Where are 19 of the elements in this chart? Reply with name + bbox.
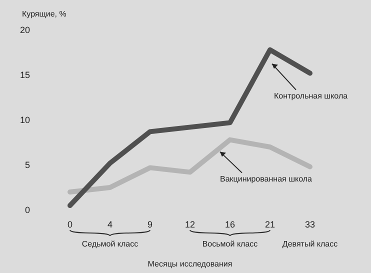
x-tick-label: 12 — [184, 220, 196, 230]
x-tick-label: 21 — [264, 220, 276, 230]
y-tick-label: 20 — [20, 25, 30, 35]
y-tick-label: 15 — [20, 70, 30, 80]
x-tick-label: 0 — [67, 220, 73, 230]
y-tick-label: 0 — [24, 205, 30, 215]
text: Контрольная школа — [274, 91, 348, 100]
y-tick-label: 5 — [24, 160, 30, 170]
y-axis-title: Курящие, % — [22, 10, 66, 18]
x-axis-title: Месяцы исследования — [148, 260, 232, 268]
x-tick-label: 4 — [107, 220, 113, 230]
text: Седьмой класс — [82, 240, 138, 248]
y-tick-label: 10 — [20, 115, 30, 125]
series-label: Вакцинированная школа — [220, 174, 313, 184]
text: Девятый класс — [282, 240, 338, 248]
text: Восьмой класс — [202, 240, 258, 248]
x-tick-label: 9 — [147, 220, 153, 230]
x-tick-label: 16 — [224, 220, 236, 230]
x-tick-label: 33 — [304, 220, 316, 230]
